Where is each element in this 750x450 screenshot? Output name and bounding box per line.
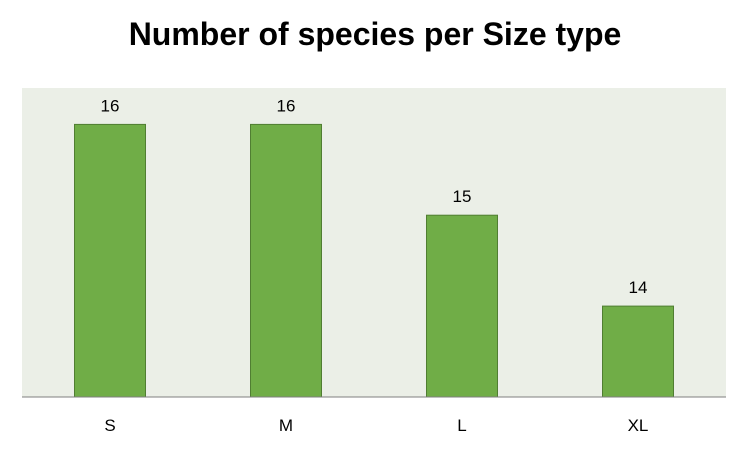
x-tick-m: M (279, 416, 293, 435)
x-ticks-group: S M L XL (104, 416, 648, 435)
x-tick-l: L (457, 416, 466, 435)
bars-group: 16 16 15 14 (74, 96, 674, 398)
data-label-l: 15 (453, 187, 472, 206)
x-tick-xl: XL (628, 416, 649, 435)
data-label-s: 16 (101, 96, 120, 115)
data-label-m: 16 (277, 96, 296, 115)
x-tick-s: S (104, 416, 115, 435)
bar-s (74, 123, 146, 398)
bar-l (426, 214, 498, 398)
data-label-xl: 14 (629, 278, 648, 297)
bar-xl (602, 305, 674, 398)
bar-m (250, 123, 322, 398)
chart-title: Number of species per Size type (128, 16, 622, 52)
